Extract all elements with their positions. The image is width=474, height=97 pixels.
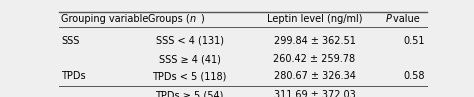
Text: Leptin level (ng/ml): Leptin level (ng/ml) [267, 14, 362, 24]
Text: TPDs ≥ 5 (54): TPDs ≥ 5 (54) [155, 90, 224, 97]
Text: TPDs < 5 (118): TPDs < 5 (118) [153, 71, 227, 81]
Text: 280.67 ± 326.34: 280.67 ± 326.34 [273, 71, 356, 81]
Text: SSS: SSS [61, 36, 80, 45]
Text: Groups (: Groups ( [148, 14, 190, 24]
Text: Grouping variable: Grouping variable [61, 14, 148, 24]
Text: P: P [386, 14, 392, 24]
Text: 0.51: 0.51 [403, 36, 425, 45]
Text: n: n [190, 14, 196, 24]
Text: TPDs: TPDs [61, 71, 86, 81]
Text: value: value [391, 14, 419, 24]
Text: 299.84 ± 362.51: 299.84 ± 362.51 [273, 36, 356, 45]
Text: 0.58: 0.58 [403, 71, 425, 81]
Text: 311.69 ± 372.03: 311.69 ± 372.03 [273, 90, 356, 97]
Text: SSS < 4 (131): SSS < 4 (131) [155, 36, 224, 45]
Text: 260.42 ± 259.78: 260.42 ± 259.78 [273, 54, 356, 64]
Text: SSS ≥ 4 (41): SSS ≥ 4 (41) [159, 54, 220, 64]
Text: ): ) [200, 14, 204, 24]
